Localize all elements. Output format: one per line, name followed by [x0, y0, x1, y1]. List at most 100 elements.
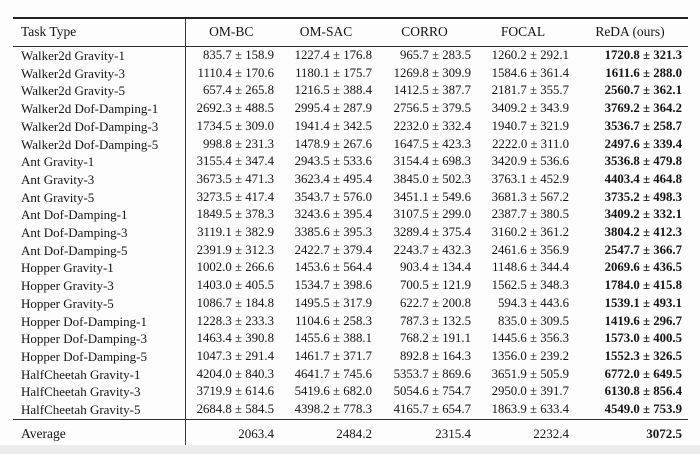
score-focal: 2222.0 ± 311.0	[492, 136, 569, 151]
score-reda: 1784.0 ± 415.8	[604, 278, 682, 293]
score-om-sac: 1534.7 ± 398.6	[294, 278, 372, 293]
score-corro: 700.5 ± 121.9	[399, 278, 471, 293]
score-focal: 3651.9 ± 505.9	[491, 366, 569, 381]
score-corro: 3289.4 ± 375.4	[393, 225, 471, 240]
score-focal: 2387.7 ± 380.5	[491, 207, 569, 222]
score-om-bc: 1228.3 ± 233.3	[184, 312, 277, 331]
score-reda: 1552.3 ± 326.5	[604, 348, 682, 363]
score-om-bc: 1110.4 ± 170.6	[184, 64, 277, 83]
score-corro: 965.7 ± 283.5	[399, 48, 471, 62]
score-om-bc: 3273.5 ± 417.4	[184, 188, 277, 207]
table-row: Hopper Gravity-3 1403.0 ± 405.5 1534.7 ±…	[13, 277, 688, 295]
table-row: HalfCheetah Gravity-1 4204.0 ± 840.3 464…	[13, 365, 688, 384]
score-focal: 3763.1 ± 452.9	[491, 171, 569, 186]
score-om-sac: 1180.1 ± 175.7	[295, 65, 372, 80]
score-om-sac: 1227.4 ± 176.8	[294, 48, 372, 62]
score-om-sac: 1455.6 ± 388.1	[294, 331, 372, 346]
task-name: Hopper Dof-Damping-3	[21, 331, 147, 347]
score-focal: 1148.6 ± 344.4	[492, 260, 569, 275]
score-reda: 1720.8 ± 321.3	[604, 48, 682, 62]
score-om-bc: 2692.3 ± 488.5	[184, 100, 277, 118]
score-reda: 3769.2 ± 364.2	[604, 101, 682, 116]
score-om-bc: 1734.5 ± 309.0	[184, 117, 277, 136]
score-focal: 1863.9 ± 633.4	[491, 402, 569, 417]
task-name: Walker2d Gravity-1	[21, 48, 125, 63]
column-header-reda: ReDA (ours)	[572, 18, 688, 47]
score-om-sac: 1941.4 ± 342.5	[294, 118, 372, 133]
score-om-bc: 3119.1 ± 382.9	[184, 224, 277, 242]
score-corro: 892.8 ± 164.3	[399, 348, 471, 363]
task-name: Hopper Gravity-1	[21, 260, 114, 276]
task-name: Walker2d Dof-Damping-5	[21, 136, 159, 152]
average-row: Average 2063.4 2484.2 2315.4 2232.4 3072…	[13, 418, 688, 450]
score-om-bc: 2684.8 ± 584.5	[184, 401, 277, 420]
table-row: Walker2d Gravity-3 1110.4 ± 170.6 1180.1…	[13, 64, 688, 83]
score-corro: 1412.5 ± 387.7	[393, 83, 471, 98]
score-corro: 3451.1 ± 549.6	[393, 189, 471, 204]
score-om-bc: 1463.4 ± 390.8	[184, 330, 277, 348]
score-om-sac: 2995.4 ± 287.9	[294, 101, 372, 116]
table-row: Ant Gravity-1 3155.4 ± 347.4 2943.5 ± 53…	[13, 153, 688, 171]
task-name: HalfCheetah Gravity-3	[21, 384, 141, 400]
table-row: HalfCheetah Gravity-3 3719.9 ± 614.6 541…	[13, 383, 688, 402]
score-om-sac: 2422.7 ± 379.4	[294, 242, 372, 257]
task-name: Ant Gravity-3	[21, 171, 95, 187]
task-name: HalfCheetah Gravity-5	[21, 402, 141, 418]
score-om-sac: 3385.6 ± 395.3	[294, 225, 372, 240]
column-header-om-sac: OM-SAC	[277, 18, 375, 47]
score-focal: 1940.7 ± 321.9	[491, 118, 569, 133]
score-om-bc: 1047.3 ± 291.4	[184, 347, 277, 366]
score-corro: 1269.8 ± 309.9	[393, 65, 471, 80]
score-om-bc: 3155.4 ± 347.4	[184, 153, 277, 171]
page-edge	[0, 445, 700, 454]
score-focal: 3681.3 ± 567.2	[491, 189, 569, 204]
average-label: Average	[13, 418, 185, 450]
score-reda: 3536.7 ± 258.7	[604, 118, 682, 133]
results-table: Task Type OM-BC OM-SAC CORRO FOCAL ReDA …	[13, 17, 688, 451]
table-row: Ant Gravity-5 3273.5 ± 417.4 3543.7 ± 57…	[13, 188, 688, 207]
score-reda: 1573.0 ± 400.5	[604, 331, 682, 346]
task-name: Hopper Gravity-5	[21, 295, 114, 311]
score-om-sac: 2943.5 ± 533.6	[294, 154, 372, 169]
score-corro: 2232.0 ± 332.4	[393, 118, 471, 133]
score-focal: 835.0 ± 309.5	[497, 313, 569, 328]
task-name: Hopper Dof-Damping-1	[21, 313, 147, 329]
score-reda: 6130.8 ± 856.4	[604, 384, 682, 399]
average-om-sac: 2484.2	[277, 418, 375, 450]
task-name: Ant Gravity-1	[21, 154, 95, 170]
table-row: HalfCheetah Gravity-5 2684.8 ± 584.5 439…	[13, 401, 688, 420]
score-reda: 6772.0 ± 649.5	[604, 366, 682, 381]
score-focal: 594.3 ± 443.6	[497, 295, 569, 310]
score-corro: 1647.5 ± 423.3	[393, 136, 471, 151]
score-om-sac: 4641.7 ± 745.6	[294, 366, 372, 381]
score-corro: 903.4 ± 134.4	[399, 260, 471, 275]
score-focal: 1260.2 ± 292.1	[491, 48, 569, 62]
score-focal: 3420.9 ± 536.6	[491, 154, 569, 169]
table-row: Walker2d Gravity-5 657.4 ± 265.8 1216.5 …	[13, 82, 688, 101]
score-om-sac: 1478.9 ± 267.6	[294, 136, 372, 151]
score-om-bc: 3719.9 ± 614.6	[184, 383, 277, 402]
task-name: Ant Gravity-5	[21, 189, 95, 205]
table-row: Ant Dof-Damping-5 2391.9 ± 312.3 2422.7 …	[13, 241, 688, 260]
table-row: Walker2d Gravity-1 835.7 ± 158.9 1227.4 …	[13, 46, 688, 65]
score-reda: 2547.7 ± 366.7	[604, 242, 682, 257]
table-row: Ant Gravity-3 3673.5 ± 471.3 3623.4 ± 49…	[13, 170, 688, 189]
score-focal: 2461.6 ± 356.9	[491, 242, 569, 257]
score-focal: 2950.0 ± 391.7	[491, 384, 569, 399]
average-om-bc: 2063.4	[184, 418, 277, 450]
table-row: Hopper Dof-Damping-3 1463.4 ± 390.8 1455…	[13, 330, 688, 348]
table-row: Walker2d Dof-Damping-1 2692.3 ± 488.5 29…	[13, 100, 688, 118]
task-name: Hopper Dof-Damping-5	[21, 348, 147, 364]
task-name: Walker2d Dof-Damping-3	[21, 118, 159, 134]
score-corro: 4165.7 ± 654.7	[393, 402, 471, 417]
score-corro: 3107.5 ± 299.0	[393, 207, 471, 222]
score-om-sac: 3543.7 ± 576.0	[294, 189, 372, 204]
score-reda: 3536.8 ± 479.8	[604, 154, 682, 169]
score-corro: 2243.7 ± 432.3	[393, 242, 471, 257]
column-header-om-bc: OM-BC	[184, 18, 277, 47]
score-om-bc: 1086.7 ± 184.8	[184, 294, 277, 313]
header-row: Task Type OM-BC OM-SAC CORRO FOCAL ReDA …	[13, 18, 688, 47]
table-row: Ant Dof-Damping-1 1849.5 ± 378.3 3243.6 …	[13, 206, 688, 225]
score-om-sac: 1104.6 ± 258.3	[295, 313, 372, 328]
score-focal: 1562.5 ± 348.3	[491, 278, 569, 293]
